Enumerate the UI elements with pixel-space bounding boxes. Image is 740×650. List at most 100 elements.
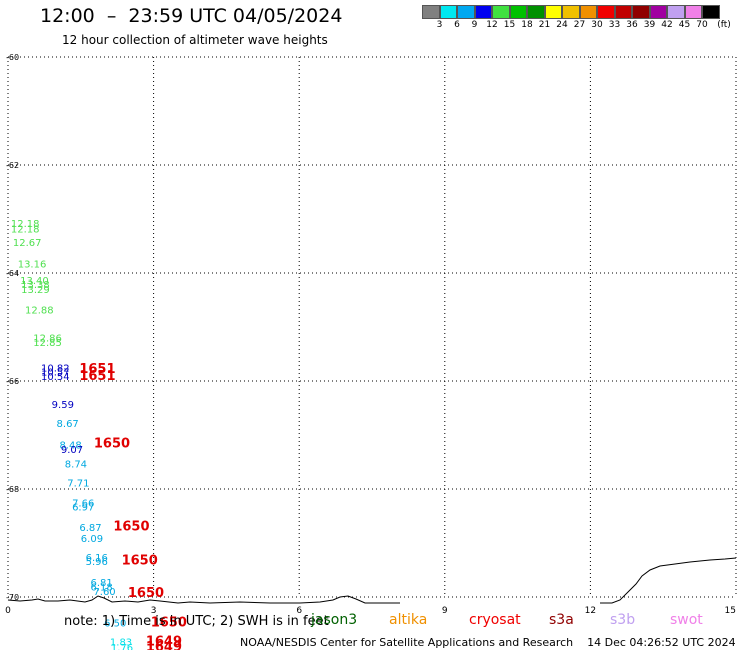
coastline-antarctica-east xyxy=(600,557,737,604)
legend-swatch xyxy=(614,5,632,19)
map-title: 12:00 – 23:59 UTC 04/05/2024 xyxy=(40,5,343,27)
legend-label: 18 xyxy=(521,20,533,30)
lat-lon-grid xyxy=(7,56,737,598)
legend-swatch xyxy=(562,5,580,19)
legend-swatch xyxy=(457,5,475,19)
wave-height-observation: 9.59 xyxy=(52,400,74,411)
wave-height-observation: 12.18 xyxy=(11,225,40,236)
legend-label: 45 xyxy=(678,20,691,30)
wave-height-observation: 10.82 xyxy=(41,363,70,374)
wave-height-observation: 12.86 xyxy=(33,334,62,345)
pass-time-label: 1649 xyxy=(146,635,182,650)
wave-height-observation: 6.81 xyxy=(91,578,113,589)
pass-time-label: 1650 xyxy=(122,554,158,569)
legend-swatch xyxy=(702,5,720,19)
wave-height-color-legend: 3 6 9 12 15 18 21 24 27 30 33 36 39 42 45 70 (ft) xyxy=(422,5,731,33)
legend-label: 70 xyxy=(696,20,708,30)
wave-height-observation: 1.83 xyxy=(110,638,132,649)
wave-height-observation: 13.40 xyxy=(20,276,49,287)
satellite-cryosat-label: cryosat xyxy=(469,612,521,628)
legend-label: 30 xyxy=(591,20,603,30)
latitude-label: -60 xyxy=(6,53,19,62)
legend-label: 21 xyxy=(538,20,551,30)
legend-swatch xyxy=(667,5,685,19)
wave-height-observation: 12.18 xyxy=(11,219,40,230)
footer-note: note: 1) Time is in UTC; 2) SWH is in fe… xyxy=(64,614,329,629)
wave-height-observation: 5.96 xyxy=(86,557,108,568)
legend-swatch xyxy=(579,5,597,19)
coastline-antarctica-west xyxy=(7,595,400,604)
credit-line: NOAA/NESDIS Center for Satellite Applica… xyxy=(240,636,736,649)
longitude-label: 12 xyxy=(585,606,596,616)
pass-time-label: 1651 xyxy=(79,369,115,384)
legend-labels: 3 6 9 12 15 18 21 24 27 30 33 36 39 42 45 70 (ft) xyxy=(422,19,731,33)
latitude-label: -68 xyxy=(6,485,19,494)
wave-height-observation: 6.18 xyxy=(91,583,113,594)
wave-height-observation: 7.60 xyxy=(93,587,115,598)
satellite-swot-label: swot xyxy=(670,612,703,628)
longitude-label: 9 xyxy=(442,606,448,616)
legend-label: 12 xyxy=(486,20,498,30)
legend-swatch xyxy=(632,5,650,19)
satellite-jason3-label: jason3 xyxy=(311,612,358,628)
legend-label: 24 xyxy=(556,20,568,30)
wave-height-observation: 10.57 xyxy=(41,368,70,379)
pass-time-label: 1650 xyxy=(151,616,187,631)
legend-label: 27 xyxy=(573,20,586,30)
pass-time-label: 1650 xyxy=(94,436,130,451)
pass-time-label: 1649 xyxy=(146,640,182,650)
legend-swatch xyxy=(474,5,492,19)
pass-time-label: 1651 xyxy=(79,362,115,377)
satellite-s3a-label: s3a xyxy=(549,612,574,628)
wave-height-observation: 6.09 xyxy=(81,534,103,545)
longitude-label: 0 xyxy=(5,606,11,616)
legend-label: 9 xyxy=(471,20,478,30)
satellite-s3b-label: s3b xyxy=(610,612,636,628)
wave-height-observation: 10.54 xyxy=(41,372,70,383)
legend-swatch xyxy=(492,5,510,19)
legend-swatch xyxy=(597,5,615,19)
legend-label: 36 xyxy=(626,20,638,30)
legend-label: 3 xyxy=(436,20,443,30)
wave-height-observation: 6.97 xyxy=(72,503,94,514)
legend-swatch xyxy=(422,5,440,19)
map-subtitle: 12 hour collection of altimeter wave hei… xyxy=(62,33,328,47)
latitude-label: -62 xyxy=(6,161,19,170)
wave-height-observation: 9.07 xyxy=(61,445,83,456)
legend-label: 33 xyxy=(608,20,621,30)
wave-height-observation: 8.67 xyxy=(57,419,79,430)
legend-swatch xyxy=(439,5,457,19)
coastline xyxy=(7,557,737,604)
legend-swatch xyxy=(684,5,702,19)
wave-height-observation: 13.29 xyxy=(21,285,50,296)
wave-height-observation: 12.85 xyxy=(33,338,62,349)
pass-time-label: 1650 xyxy=(113,520,149,535)
wave-height-observation: 12.67 xyxy=(13,238,42,249)
wave-height-observation: 8.48 xyxy=(59,441,81,452)
legend-label: 42 xyxy=(661,20,673,30)
longitude-label: 15 xyxy=(725,606,736,616)
longitude-label: 6 xyxy=(296,606,302,616)
wave-height-observation: 7.71 xyxy=(67,478,89,489)
legend-swatch xyxy=(649,5,667,19)
wave-height-observation: 6.87 xyxy=(79,523,101,534)
legend-swatch xyxy=(527,5,545,19)
legend-swatch xyxy=(544,5,562,19)
wave-height-observation: 7.66 xyxy=(72,498,94,509)
wave-height-observation: 1.76 xyxy=(111,643,133,650)
wave-height-observation: 12.88 xyxy=(25,306,54,317)
legend-swatch xyxy=(509,5,527,19)
latitude-label: -64 xyxy=(6,269,19,278)
wave-height-observation: 6.50 xyxy=(104,619,126,630)
axis-labels: -60 -62 -64 -66 -68 -70 0 3 6 9 12 15 xyxy=(5,53,736,616)
wave-height-observation: 8.74 xyxy=(65,459,87,470)
legend-label: 39 xyxy=(643,20,656,30)
satellite-altika-label: altika xyxy=(389,612,428,628)
legend-swatches xyxy=(422,5,720,19)
latitude-label: -70 xyxy=(6,593,19,602)
wave-height-observation: 13.16 xyxy=(18,260,47,271)
legend-label: 15 xyxy=(503,20,516,30)
